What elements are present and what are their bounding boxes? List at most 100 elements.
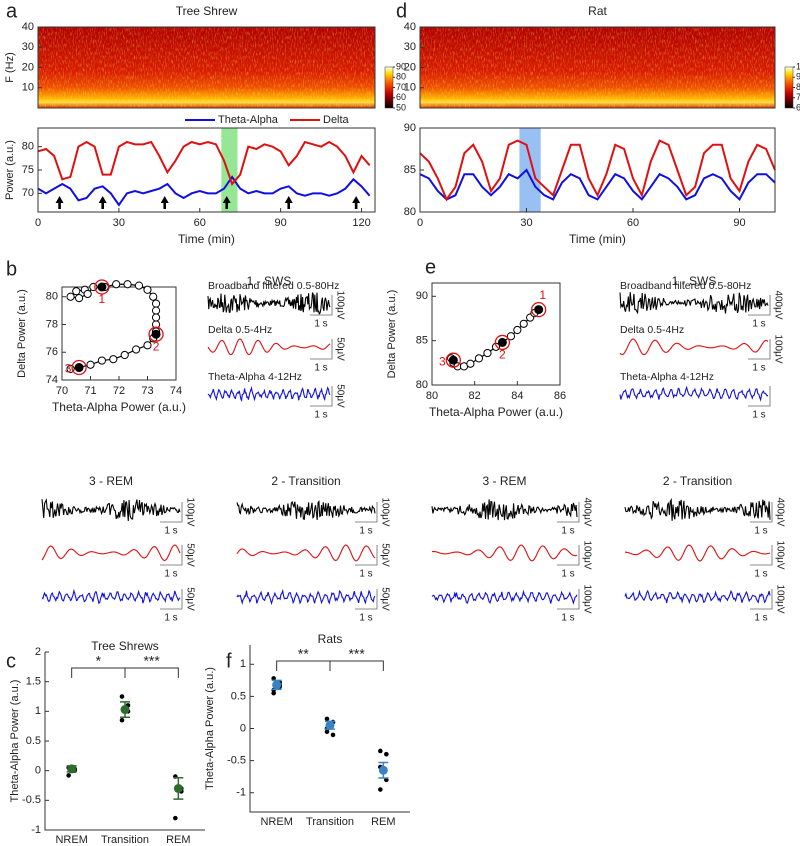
y-tick-label: 40 xyxy=(22,21,34,33)
x-tick-label: 30 xyxy=(113,217,125,229)
voltage-scale-label: 50μV xyxy=(334,384,345,408)
y-tick-label: 0 xyxy=(240,722,246,734)
voltage-scale-label: 100μV xyxy=(774,584,785,613)
scale-bar xyxy=(310,295,333,316)
panel-letter: c xyxy=(6,650,16,672)
time-scale-label: 1 s xyxy=(752,363,765,374)
trajectory-point xyxy=(513,325,522,335)
panel-letter: e xyxy=(425,256,436,278)
chart-title: Rats xyxy=(318,632,343,646)
legend-label: Delta xyxy=(323,114,350,126)
eeg-trace xyxy=(41,544,181,562)
y-axis-label: Delta Power (a.u.) xyxy=(16,289,28,378)
colorbar-tick-label: 70 xyxy=(396,82,406,92)
subject-point xyxy=(330,732,336,738)
subject-point xyxy=(384,777,389,783)
eeg-trace xyxy=(624,589,771,605)
voltage-scale-label: 400μV xyxy=(774,497,785,526)
scale-bar xyxy=(557,502,580,523)
trace-label: Theta-Alpha 4-12Hz xyxy=(620,371,714,383)
x-tick-label: 71 xyxy=(84,385,96,397)
subject-point xyxy=(173,815,178,821)
y-tick-label: 80 xyxy=(416,379,428,391)
event-arrow xyxy=(222,196,231,209)
eeg-trace xyxy=(431,544,578,562)
y-tick-label: 1 xyxy=(240,658,246,670)
time-scale-label: 1 s xyxy=(314,363,327,374)
time-scale-label: 1 s xyxy=(752,410,765,421)
y-tick-label: 80 xyxy=(22,141,34,153)
x-tick-label: NREM xyxy=(55,834,87,846)
axes-box xyxy=(37,127,376,213)
voltage-scale-label: 100μV xyxy=(184,497,195,526)
trajectory-point xyxy=(143,285,152,294)
subject-point xyxy=(271,676,276,681)
voltage-scale-label: 50μV xyxy=(184,543,195,567)
trajectory-point xyxy=(75,294,84,303)
y-tick-label: 70 xyxy=(22,187,34,199)
significance-label: * xyxy=(96,653,102,669)
highlight-label: 2 xyxy=(499,348,506,362)
trace-label: Theta-Alpha 4-12Hz xyxy=(208,371,302,383)
voltage-scale-label: 100μV xyxy=(581,540,592,569)
chart-title: Rat xyxy=(588,4,607,18)
voltage-scale-label: 100μV xyxy=(581,584,592,613)
scale-bar xyxy=(310,339,333,360)
time-scale-label: 1 s xyxy=(164,526,177,537)
series-line xyxy=(419,168,776,202)
y-tick-label: 30 xyxy=(22,41,34,53)
x-axis-label: Theta-Alpha Power (a.u.) xyxy=(52,400,186,414)
scale-bar xyxy=(748,339,771,360)
significance-label: *** xyxy=(143,653,160,669)
x-tick-label: 0 xyxy=(35,217,41,229)
x-axis-label: Theta-Alpha Power (a.u.) xyxy=(429,405,563,419)
subject-point xyxy=(324,716,330,722)
scale-bar xyxy=(310,386,333,407)
highlight-dot xyxy=(497,337,507,347)
time-scale-label: 1 s xyxy=(561,569,574,580)
y-tick-label: 0 xyxy=(35,765,41,777)
y-tick-label: 75 xyxy=(22,164,34,176)
y-tick-label: 30 xyxy=(404,41,416,53)
highlight-ring xyxy=(94,279,110,295)
axes xyxy=(44,652,205,831)
scale-bar xyxy=(750,545,773,566)
y-tick-label: 40 xyxy=(404,21,416,33)
time-scale-label: 1 s xyxy=(359,613,372,624)
highlight-dot xyxy=(448,355,458,365)
time-scale-label: 1 s xyxy=(359,569,372,580)
y-axis-label: Power (a.u.) xyxy=(4,140,16,200)
trajectory-point xyxy=(151,306,161,315)
eeg-trace xyxy=(624,544,771,562)
scale-bar xyxy=(750,589,773,610)
y-tick-label: 90 xyxy=(404,122,416,134)
eeg-trace xyxy=(619,385,769,402)
eeg-trace xyxy=(41,588,181,605)
voltage-scale-label: 100μV xyxy=(379,497,390,526)
subject-point xyxy=(119,717,125,723)
subject-point xyxy=(378,748,383,754)
scale-bar xyxy=(160,589,183,610)
scale-bar xyxy=(355,545,378,566)
voltage-scale-label: 400μV xyxy=(581,497,592,526)
scale-bar xyxy=(748,386,771,407)
y-tick-label: 85 xyxy=(416,335,428,347)
mean-point xyxy=(120,705,130,715)
voltage-scale-label: 50μV xyxy=(334,337,345,361)
series-line xyxy=(419,139,776,202)
panel-letter: b xyxy=(6,258,17,280)
x-tick-label: 82 xyxy=(469,390,481,402)
spectrogram-texture xyxy=(420,27,775,108)
scale-bar xyxy=(557,589,580,610)
time-scale-label: 1 s xyxy=(314,410,327,421)
time-scale-label: 1 s xyxy=(164,569,177,580)
colorbar-tick-label: 90 xyxy=(396,61,406,71)
axes-box xyxy=(431,282,561,386)
significance-bracket xyxy=(124,667,179,678)
eeg-trace xyxy=(624,497,771,521)
highlight-ring xyxy=(445,352,461,368)
y-tick-label: 1.5 xyxy=(26,676,41,688)
highlight-band xyxy=(221,128,238,212)
highlight-ring xyxy=(494,334,511,351)
y-tick-label: 20 xyxy=(22,61,34,73)
